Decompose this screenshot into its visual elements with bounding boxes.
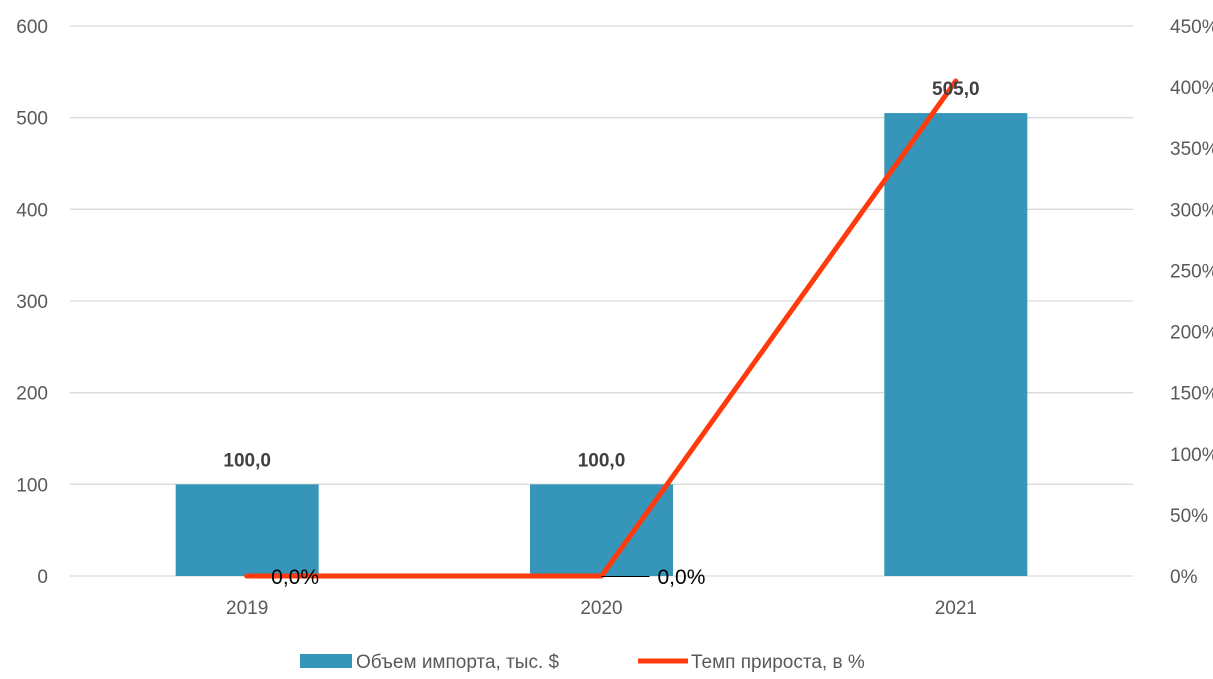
bar-data-label: 100,0 — [578, 450, 626, 471]
axes: 0 100 200 300 400 500 600 0% 50% 100% 150% 200% 250%… — [16, 17, 1213, 619]
y-right-tick-label: 150% — [1170, 384, 1213, 405]
x-tick-label: 2020 — [580, 598, 622, 619]
y-right-tick-label: 300% — [1170, 200, 1213, 221]
line-data-label: 0,0% — [658, 566, 706, 589]
x-tick-label: 2021 — [935, 598, 977, 619]
legend-label-bar: Объем импорта, тыс. $ — [356, 652, 560, 673]
x-tick-label: 2019 — [226, 598, 268, 619]
y-right-tick-label: 400% — [1170, 78, 1213, 99]
y-left-tick-label: 300 — [16, 292, 48, 313]
y-right-tick-label: 450% — [1170, 17, 1213, 38]
bar — [884, 113, 1028, 576]
data-labels: 100,0 100,0 505,0 0,0% 0,0% — [223, 79, 979, 589]
y-left-tick-label: 400 — [16, 200, 48, 221]
y-left-tick-label: 100 — [16, 475, 48, 496]
bar — [175, 484, 319, 576]
line-data-label: 0,0% — [271, 566, 319, 589]
y-right-tick-label: 50% — [1170, 506, 1208, 527]
y-right-tick-label: 350% — [1170, 139, 1213, 160]
y-right-tick-label: 0% — [1170, 567, 1198, 588]
bar — [530, 484, 673, 576]
legend: Объем импорта, тыс. $ Темп прироста, в % — [300, 652, 865, 673]
bar-series — [175, 113, 1028, 576]
legend-label-line: Темп прироста, в % — [691, 652, 865, 673]
y-right-tick-label: 100% — [1170, 445, 1213, 466]
y-right-tick-label: 200% — [1170, 323, 1213, 344]
y-right-tick-label: 250% — [1170, 261, 1213, 282]
y-left-tick-label: 500 — [16, 109, 48, 130]
y-left-tick-label: 0 — [37, 567, 48, 588]
bar-data-label: 100,0 — [223, 450, 271, 471]
bar-data-label: 505,0 — [932, 79, 980, 100]
legend-swatch-bar — [300, 654, 352, 668]
y-left-tick-label: 600 — [16, 17, 48, 38]
y-left-tick-label: 200 — [16, 384, 48, 405]
